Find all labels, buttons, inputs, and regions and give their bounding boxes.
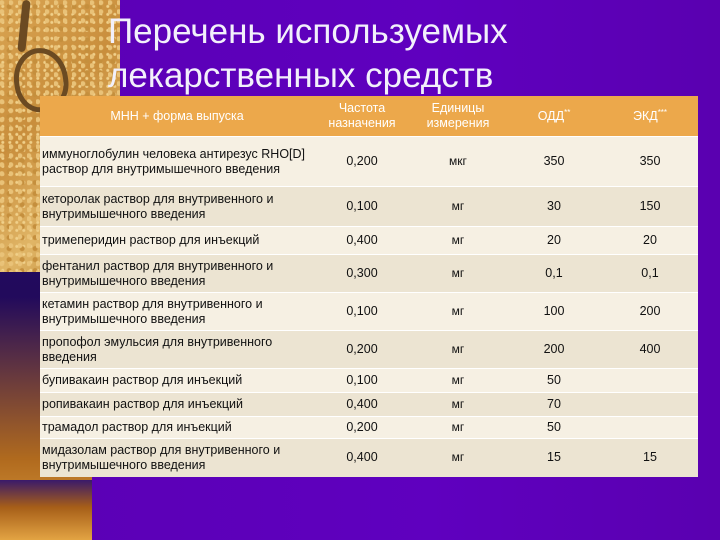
- table-row: иммуноглобулин человека антирезус RHO[D]…: [40, 136, 698, 187]
- drug-odd: 350: [506, 136, 602, 187]
- drug-unit: мг: [410, 226, 506, 255]
- drug-frequency: 0,100: [314, 292, 410, 331]
- drug-odd: 50: [506, 416, 602, 439]
- drug-ekd: [602, 368, 698, 393]
- drug-name: мидазолам раствор для внутривенного и вн…: [40, 438, 314, 477]
- drug-frequency: 0,300: [314, 254, 410, 293]
- drug-name: трамадол раствор для инъекций: [40, 416, 314, 439]
- header-name-label: МНН + форма выпуска: [110, 108, 244, 123]
- drug-table-container: МНН + форма выпуска Частота назначения Ед…: [40, 96, 698, 481]
- table-row: фентанил раствор для внутривенного и вну…: [40, 254, 698, 293]
- bottom-left-strip: [0, 480, 92, 540]
- drug-unit: мг: [410, 330, 506, 369]
- table-row: бупивакаин раствор для инъекций 0,100 мг…: [40, 368, 698, 393]
- drug-frequency: 0,200: [314, 330, 410, 369]
- table-row: мидазолам раствор для внутривенного и вн…: [40, 438, 698, 477]
- drug-odd: 30: [506, 186, 602, 227]
- drug-name: бупивакаин раствор для инъекций: [40, 368, 314, 393]
- drug-name: пропофол эмульсия для внутривенного введ…: [40, 330, 314, 369]
- drug-name: ропивакаин раствор для инъекций: [40, 392, 314, 417]
- drug-name: кетамин раствор для внутривенного и внут…: [40, 292, 314, 331]
- header-ekd: ЭКД***: [602, 96, 698, 137]
- header-name: МНН + форма выпуска: [40, 96, 314, 137]
- drug-frequency: 0,400: [314, 226, 410, 255]
- drug-odd: 200: [506, 330, 602, 369]
- drug-unit: мкг: [410, 136, 506, 187]
- drug-unit: мг: [410, 254, 506, 293]
- table-row: кеторолак раствор для внутривенного и вн…: [40, 186, 698, 227]
- table-row: кетамин раствор для внутривенного и внут…: [40, 292, 698, 331]
- drug-frequency: 0,400: [314, 392, 410, 417]
- drug-frequency: 0,100: [314, 368, 410, 393]
- slide-title: Перечень используемых лекарственных сред…: [108, 10, 698, 98]
- ring-stem-shape: [17, 0, 31, 53]
- header-frequency-line1: Частота: [338, 101, 386, 115]
- drug-ekd: 15: [602, 438, 698, 477]
- drug-unit: мг: [410, 368, 506, 393]
- drug-odd: 100: [506, 292, 602, 331]
- table-row: тримеперидин раствор для инъекций 0,400 …: [40, 226, 698, 255]
- drug-frequency: 0,100: [314, 186, 410, 227]
- drug-ekd: 20: [602, 226, 698, 255]
- header-unit-line2: измерения: [426, 116, 490, 130]
- drug-odd: 15: [506, 438, 602, 477]
- drug-ekd: 400: [602, 330, 698, 369]
- drug-unit: мг: [410, 416, 506, 439]
- drug-unit: мг: [410, 392, 506, 417]
- drug-odd: 0,1: [506, 254, 602, 293]
- drug-unit: мг: [410, 186, 506, 227]
- drug-odd: 70: [506, 392, 602, 417]
- header-frequency: Частота назначения: [314, 96, 410, 137]
- header-odd: ОДД**: [506, 96, 602, 137]
- drug-unit: мг: [410, 292, 506, 331]
- drug-ekd: [602, 416, 698, 439]
- drug-frequency: 0,400: [314, 438, 410, 477]
- header-ekd-label: ЭКД: [632, 108, 658, 123]
- drug-ekd: 200: [602, 292, 698, 331]
- title-line-1: Перечень используемых: [108, 12, 508, 51]
- header-ekd-sup: ***: [657, 107, 668, 117]
- header-unit-line1: Единицы: [431, 101, 485, 115]
- drug-name: тримеперидин раствор для инъекций: [40, 226, 314, 255]
- drug-name: кеторолак раствор для внутривенного и вн…: [40, 186, 314, 227]
- drug-unit: мг: [410, 438, 506, 477]
- table-header-row: МНН + форма выпуска Частота назначения Ед…: [40, 96, 698, 137]
- header-odd-label: ОДД: [537, 108, 565, 123]
- table-row: трамадол раствор для инъекций 0,200 мг 5…: [40, 416, 698, 439]
- table-row: ропивакаин раствор для инъекций 0,400 мг…: [40, 392, 698, 417]
- drug-frequency: 0,200: [314, 136, 410, 187]
- header-frequency-line2: назначения: [328, 116, 396, 130]
- drug-ekd: 150: [602, 186, 698, 227]
- drug-odd: 50: [506, 368, 602, 393]
- table-row: пропофол эмульсия для внутривенного введ…: [40, 330, 698, 369]
- drug-name: фентанил раствор для внутривенного и вну…: [40, 254, 314, 293]
- header-odd-sup: **: [564, 107, 571, 117]
- drug-ekd: 0,1: [602, 254, 698, 293]
- drug-table: МНН + форма выпуска Частота назначения Ед…: [40, 96, 698, 477]
- drug-ekd: 350: [602, 136, 698, 187]
- drug-frequency: 0,200: [314, 416, 410, 439]
- title-line-2: лекарственных средств: [108, 56, 494, 95]
- header-unit: Единицы измерения: [410, 96, 506, 137]
- drug-odd: 20: [506, 226, 602, 255]
- drug-ekd: [602, 392, 698, 417]
- drug-name: иммуноглобулин человека антирезус RHO[D]…: [40, 136, 314, 187]
